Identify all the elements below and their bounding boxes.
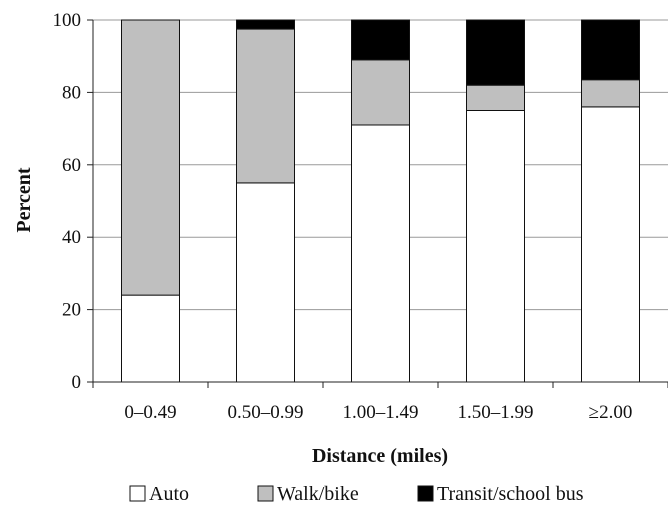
y-tick-label: 40: [62, 227, 81, 248]
bars: [121, 19, 640, 383]
y-tick-label: 0: [72, 372, 82, 393]
y-tick-label: 60: [62, 155, 81, 176]
legend-swatch: [129, 485, 146, 502]
x-axis-title: Distance (miles): [312, 445, 448, 467]
x-tick-label: 1.00–1.49: [343, 402, 419, 423]
bar-segment-walk-bike: [466, 84, 525, 112]
bar-segment-transit-school-bus: [236, 19, 295, 30]
legend-label: Auto: [149, 483, 189, 505]
legend-swatch: [257, 485, 274, 502]
bar-segment-walk-bike: [581, 79, 640, 108]
bar-segment-walk-bike: [236, 28, 295, 184]
legend: Auto Walk/bike Transit/school bus: [129, 483, 584, 505]
bar-segment-auto: [121, 294, 180, 383]
x-tick-label: 1.50–1.99: [458, 402, 534, 423]
axes: 0 20 40 60 80 100 0–0.49 0.50–0.99 1.00–1.49 1.50…: [53, 10, 668, 423]
bar-segment-transit-school-bus: [351, 19, 410, 61]
legend-swatch: [417, 485, 434, 502]
x-tick-label: 0–0.49: [124, 402, 176, 423]
bar-segment-transit-school-bus: [581, 19, 640, 81]
bar-segment-auto: [466, 110, 525, 383]
legend-label: Transit/school bus: [437, 483, 584, 505]
bar-segment-auto: [351, 124, 410, 383]
y-tick-label: 100: [53, 10, 82, 31]
y-tick-label: 80: [62, 82, 81, 103]
y-tick-label: 20: [62, 300, 81, 321]
bar-segment-auto: [236, 182, 295, 383]
bar-segment-auto: [581, 106, 640, 383]
bar-segment-transit-school-bus: [466, 19, 525, 86]
legend-label: Walk/bike: [277, 483, 359, 505]
x-tick-label: ≥2.00: [589, 402, 633, 423]
y-axis-title: Percent: [13, 167, 35, 232]
bar-segment-walk-bike: [351, 59, 410, 126]
x-tick-label: 0.50–0.99: [228, 402, 304, 423]
bar-segment-walk-bike: [121, 19, 180, 296]
